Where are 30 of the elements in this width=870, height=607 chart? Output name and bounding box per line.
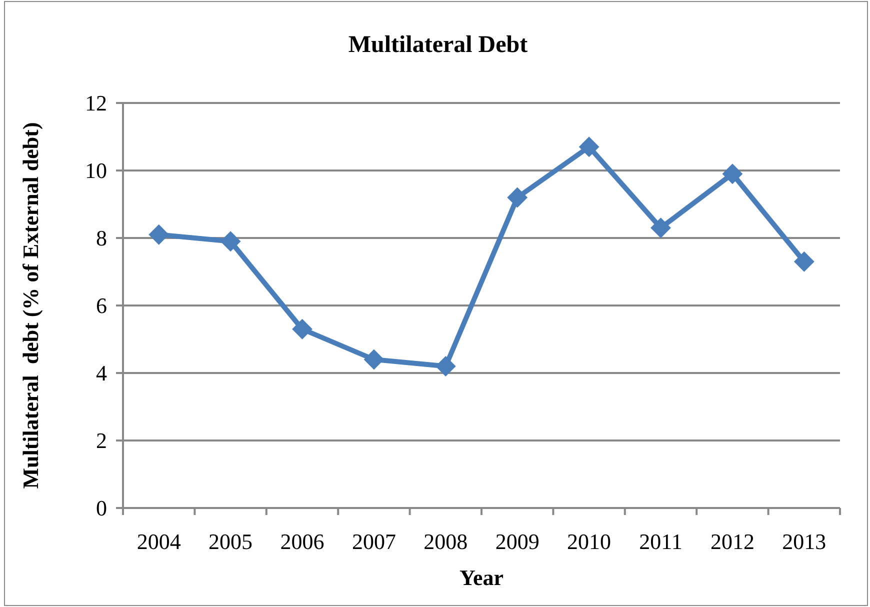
x-tick-label: 2005 [208,529,253,554]
y-tick-label: 6 [96,293,107,318]
x-axis-title: Year [460,565,504,590]
point [148,224,170,245]
x-tick-label: 2008 [424,529,468,554]
point [292,318,312,340]
point [507,187,528,208]
y-axis-title: Multilateral debt (% of External debt) [18,122,43,489]
y-tick-label: 8 [96,226,107,251]
x-tick-label: 2007 [352,529,396,554]
x-tick-label: 2004 [136,529,181,554]
y-tick-label: 12 [85,90,107,116]
chart-title: Multilateral Debt [348,32,528,58]
y-tick-label: 4 [96,360,107,386]
point [435,356,456,376]
point [794,251,814,272]
point [650,218,671,238]
x-tick-label: 2006 [280,529,324,554]
x-tick-label: 2012 [710,529,754,554]
point [578,136,600,158]
x-tick-label: 2011 [639,529,682,554]
y-tick-label: 0 [96,496,107,521]
point [722,164,743,184]
x-tick-label: 2013 [782,529,826,554]
point [364,349,384,370]
y-tick-label: 10 [85,158,107,184]
point [220,231,241,252]
x-tick-label: 2010 [567,529,612,554]
x-tick-label: 2009 [495,529,540,554]
y-tick-label: 2 [96,428,107,454]
